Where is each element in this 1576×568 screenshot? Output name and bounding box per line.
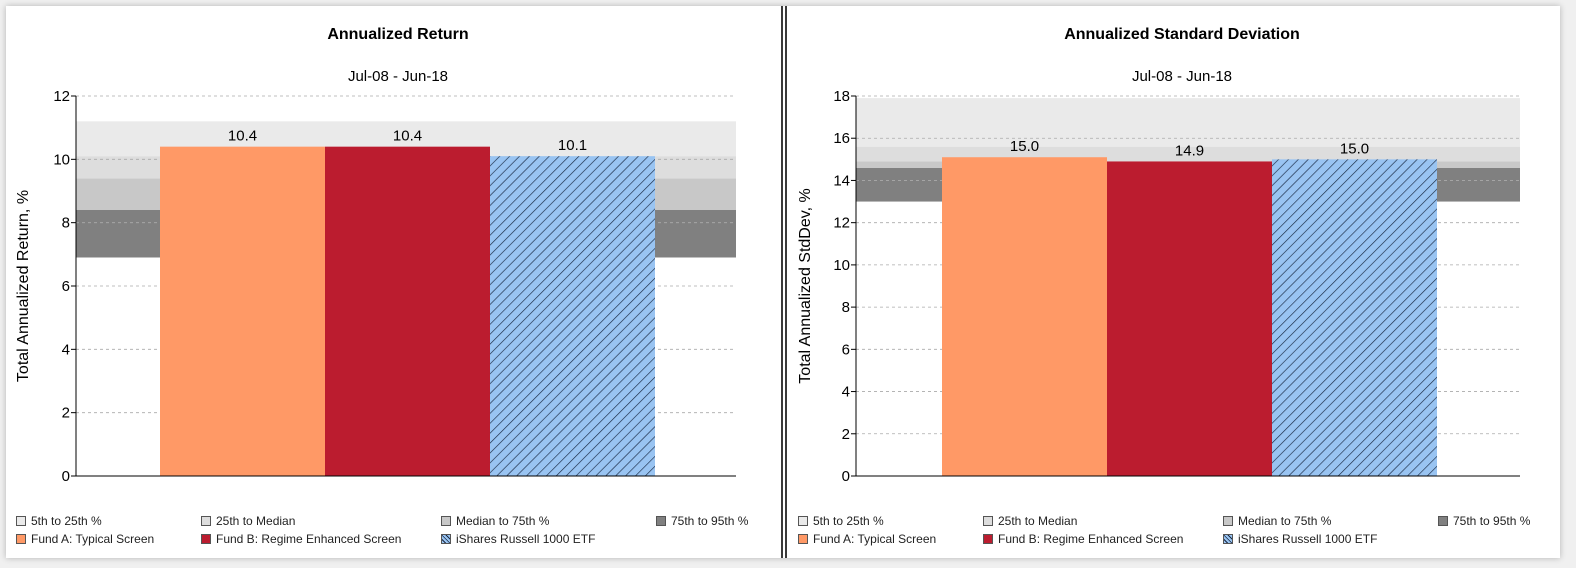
legend-item: 25th to Median xyxy=(201,514,295,528)
legend-item: Fund B: Regime Enhanced Screen xyxy=(201,532,401,546)
legend-swatch xyxy=(798,516,808,526)
legend-item: Median to 75th % xyxy=(1223,514,1331,528)
y-tick-label: 4 xyxy=(842,384,850,401)
legend-label: Median to 75th % xyxy=(1238,514,1332,528)
legend-swatch xyxy=(983,534,993,544)
data-label: 10.1 xyxy=(558,137,587,154)
legend-annualized-return: 5th to 25th % 25th to Median Median to 75t… xyxy=(16,514,776,554)
legend-label: 5th to 25th % xyxy=(813,514,884,528)
bar xyxy=(160,146,325,476)
legend-item: 75th to 95th % xyxy=(656,514,748,528)
legend-item: iShares Russell 1000 ETF xyxy=(441,532,595,546)
legend-swatch xyxy=(798,534,808,544)
y-tick-label: 6 xyxy=(842,341,850,358)
y-tick-label: 10 xyxy=(53,151,70,168)
legend-item: 75th to 95th % xyxy=(1438,514,1530,528)
y-tick-label: 18 xyxy=(833,88,850,105)
y-axis-label: Total Annualized StdDev, % xyxy=(797,188,814,383)
legend-item: iShares Russell 1000 ETF xyxy=(1223,532,1377,546)
y-tick-label: 14 xyxy=(833,172,850,189)
y-tick-label: 16 xyxy=(833,130,850,147)
legend-swatch xyxy=(441,516,451,526)
report-frame: Annualized Return Jul-08 - Jun-18 10.4 10.4… xyxy=(6,6,1560,558)
legend-label: Fund B: Regime Enhanced Screen xyxy=(216,532,402,546)
bar xyxy=(1272,159,1437,477)
data-label: 15.0 xyxy=(1010,138,1039,155)
y-tick-label: 0 xyxy=(842,468,850,485)
legend-swatch xyxy=(441,534,451,544)
legend-label: Fund B: Regime Enhanced Screen xyxy=(998,532,1184,546)
y-tick-label: 2 xyxy=(842,426,850,443)
legend-annualized-stddev: 5th to 25th % 25th to Median Median to 75t… xyxy=(798,514,1558,554)
y-tick-label: 4 xyxy=(62,341,70,358)
y-tick-label: 8 xyxy=(62,215,70,232)
bar xyxy=(1107,161,1272,476)
legend-item: Median to 75th % xyxy=(441,514,549,528)
legend-label: iShares Russell 1000 ETF xyxy=(1238,532,1378,546)
legend-swatch xyxy=(201,516,211,526)
legend-swatch xyxy=(16,516,26,526)
legend-label: Fund A: Typical Screen xyxy=(31,532,155,546)
data-label: 15.0 xyxy=(1340,140,1369,157)
data-label: 10.4 xyxy=(228,128,257,145)
legend-item: Fund B: Regime Enhanced Screen xyxy=(983,532,1183,546)
legend-item: Fund A: Typical Screen xyxy=(16,532,154,546)
y-tick-label: 2 xyxy=(62,405,70,422)
y-tick-label: 10 xyxy=(833,257,850,274)
y-tick-label: 12 xyxy=(53,88,70,105)
chart-title: Annualized Return xyxy=(327,26,468,43)
legend-label: Median to 75th % xyxy=(456,514,550,528)
y-tick-label: 0 xyxy=(62,468,70,485)
legend-label: Fund A: Typical Screen xyxy=(813,532,937,546)
chart-panel-annualized-stddev: Annualized Standard Deviation Jul-08 - Ju… xyxy=(788,6,1560,558)
legend-swatch xyxy=(656,516,666,526)
chart-subtitle: Jul-08 - Jun-18 xyxy=(348,68,448,85)
chart-panel-annualized-return: Annualized Return Jul-08 - Jun-18 10.4 10.4… xyxy=(6,6,780,558)
y-tick-label: 8 xyxy=(842,299,850,316)
legend-item: 5th to 25th % xyxy=(16,514,102,528)
panel-divider xyxy=(781,6,787,558)
bar xyxy=(325,146,490,476)
legend-swatch xyxy=(1438,516,1448,526)
legend-label: 25th to Median xyxy=(216,514,296,528)
legend-swatch xyxy=(983,516,993,526)
legend-item: 25th to Median xyxy=(983,514,1077,528)
chart-subtitle: Jul-08 - Jun-18 xyxy=(1132,68,1232,85)
y-tick-label: 6 xyxy=(62,278,70,295)
legend-swatch xyxy=(201,534,211,544)
y-tick-label: 12 xyxy=(833,215,850,232)
chart-title: Annualized Standard Deviation xyxy=(1064,26,1300,43)
percentile-band xyxy=(856,98,1520,147)
legend-swatch xyxy=(1223,534,1233,544)
data-label: 10.4 xyxy=(393,128,422,145)
legend-label: 75th to 95th % xyxy=(671,514,749,528)
chart-annualized-stddev: Annualized Standard Deviation Jul-08 - Ju… xyxy=(797,26,1520,485)
legend-item: 5th to 25th % xyxy=(798,514,884,528)
legend-label: 75th to 95th % xyxy=(1453,514,1531,528)
bar xyxy=(942,157,1107,476)
legend-swatch xyxy=(1223,516,1233,526)
data-label: 14.9 xyxy=(1175,142,1204,159)
chart-annualized-return: Annualized Return Jul-08 - Jun-18 10.4 10.4… xyxy=(15,26,736,485)
legend-label: iShares Russell 1000 ETF xyxy=(456,532,596,546)
legend-item: Fund A: Typical Screen xyxy=(798,532,936,546)
legend-label: 5th to 25th % xyxy=(31,514,102,528)
legend-swatch xyxy=(16,534,26,544)
y-axis-label: Total Annualized Return, % xyxy=(15,190,32,382)
legend-label: 25th to Median xyxy=(998,514,1078,528)
bar xyxy=(490,156,655,476)
